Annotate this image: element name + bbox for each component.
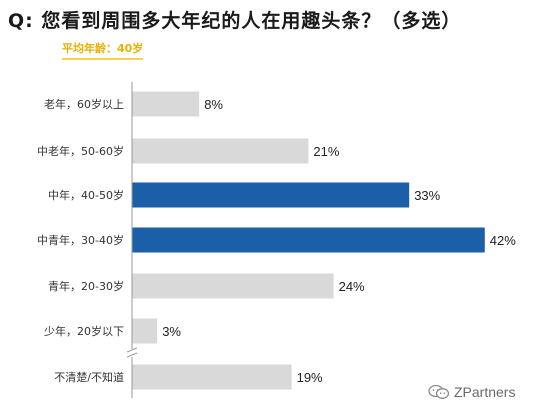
bar — [132, 227, 485, 253]
value-label: 24% — [339, 279, 365, 294]
category-label: 老年，60岁以上 — [44, 97, 124, 111]
value-label: 33% — [414, 188, 440, 203]
category-label: 青年，20-30岁 — [48, 279, 124, 293]
category-label: 不清楚/不知道 — [54, 370, 124, 384]
axis-break-mark — [126, 347, 138, 358]
value-label: 3% — [162, 324, 181, 339]
chart-title: Q: 您看到周围多大年纪的人在用趣头条？（多选） — [8, 10, 462, 32]
watermark: ZPartners — [428, 384, 515, 400]
bar — [132, 273, 334, 299]
value-label: 8% — [204, 97, 223, 112]
value-label: 19% — [297, 370, 323, 385]
value-label: 42% — [490, 233, 516, 248]
category-label: 中青年，30-40岁 — [37, 233, 124, 247]
category-label: 中老年，50-60岁 — [37, 144, 124, 158]
bar — [132, 91, 200, 117]
axis-break-stroke — [126, 352, 138, 358]
value-label: 21% — [313, 144, 339, 159]
bar — [132, 182, 410, 208]
bar — [132, 364, 292, 390]
category-label: 少年，20岁以下 — [44, 324, 124, 338]
category-label: 中年，40-50岁 — [48, 188, 124, 202]
watermark-text: ZPartners — [454, 384, 516, 400]
average-age-note: 平均年龄：40岁 — [62, 40, 144, 60]
bars-layer: 老年，60岁以上 8% 中老年，50-60岁 21% 中年，40-50岁 33% 中青年，3… — [37, 91, 516, 390]
wechat-icon — [428, 384, 450, 399]
bar — [132, 318, 158, 344]
axis-break-stroke — [126, 347, 138, 353]
bar — [132, 138, 309, 164]
